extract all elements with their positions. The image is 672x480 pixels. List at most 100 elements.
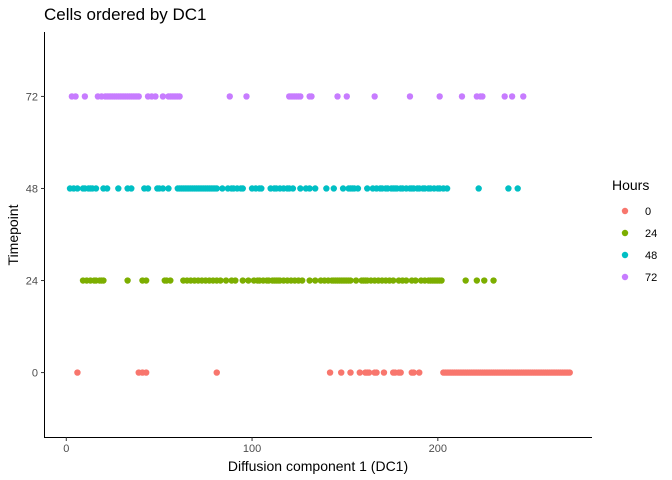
point-hours-72-55 <box>501 93 508 100</box>
point-hours-48-18 <box>159 185 167 192</box>
point-hours-0-7 <box>347 369 354 376</box>
point-hours-0-3 <box>142 369 150 376</box>
point-hours-48-52 <box>258 185 265 192</box>
legend-title: Hours <box>612 177 649 193</box>
point-hours-0-20 <box>410 369 417 376</box>
point-hours-72-50 <box>436 93 443 100</box>
point-hours-72-36 <box>243 93 250 100</box>
point-hours-0-6 <box>338 369 345 376</box>
point-hours-0-8 <box>356 369 363 376</box>
point-hours-0-90 <box>566 369 573 376</box>
x-tick-label-1: 100 <box>243 443 261 455</box>
point-hours-0-21 <box>416 369 423 376</box>
point-hours-72-26 <box>152 93 159 100</box>
point-hours-24-89 <box>438 277 445 284</box>
point-hours-48-2 <box>74 185 81 192</box>
point-hours-72-2 <box>81 93 89 100</box>
point-hours-0-14 <box>380 369 388 376</box>
legend-key-72 <box>621 273 629 281</box>
point-hours-72-27 <box>159 93 167 100</box>
point-hours-48-64 <box>312 185 319 192</box>
point-hours-24-46 <box>299 277 306 284</box>
point-hours-72-49 <box>406 93 414 100</box>
point-hours-0-0 <box>74 369 81 376</box>
point-hours-48-72 <box>354 185 362 192</box>
point-hours-24-47 <box>306 277 313 284</box>
x-tick-label-0: 0 <box>63 443 69 455</box>
y-axis-label: Timepoint <box>5 204 21 265</box>
x-axis-ticks: 0 100 200 <box>63 437 447 455</box>
point-hours-24-8 <box>124 277 131 284</box>
point-hours-48-100 <box>443 185 451 192</box>
point-hours-24-10 <box>142 277 150 284</box>
point-hours-48-8 <box>92 185 100 192</box>
point-hours-48-67 <box>339 185 347 192</box>
point-hours-24-63 <box>352 277 360 284</box>
point-hours-48-103 <box>514 185 521 192</box>
legend-key-0 <box>621 207 629 215</box>
legend-key-24 <box>621 229 629 237</box>
point-hours-48-15 <box>144 185 152 192</box>
point-hours-72-48 <box>371 93 378 100</box>
point-hours-72-46 <box>334 93 341 100</box>
point-hours-24-28 <box>239 277 246 284</box>
point-hours-72-51 <box>458 93 466 100</box>
point-hours-48-65 <box>323 185 330 192</box>
legend-label-24: 24 <box>645 228 657 240</box>
point-hours-0-5 <box>326 369 334 376</box>
point-hours-48-10 <box>103 185 111 192</box>
point-hours-24-48 <box>312 277 319 284</box>
y-tick-label-0: 0 <box>32 368 38 380</box>
point-hours-48-61 <box>297 185 304 192</box>
point-hours-48-42 <box>219 185 226 192</box>
point-hours-24-13 <box>167 277 174 284</box>
point-hours-24-91 <box>473 277 481 284</box>
x-tick-label-2: 200 <box>429 443 447 455</box>
point-hours-72-23 <box>135 93 142 100</box>
point-hours-48-102 <box>505 185 512 192</box>
point-hours-48-13 <box>128 185 135 192</box>
point-hours-72-56 <box>508 93 516 100</box>
point-hours-48-19 <box>165 185 172 192</box>
point-hours-72-1 <box>72 93 79 100</box>
point-hours-48-66 <box>330 185 337 192</box>
point-hours-48-63 <box>306 185 313 192</box>
point-hours-24-29 <box>245 277 252 284</box>
legend-label-48: 48 <box>645 250 657 262</box>
point-hours-24-77 <box>403 277 410 284</box>
point-hours-48-73 <box>364 185 371 192</box>
point-hours-48-11 <box>115 185 122 192</box>
y-tick-label-2: 48 <box>26 183 38 195</box>
legend: Hours 0 24 48 72 <box>612 177 657 284</box>
y-axis-ticks: 0 24 48 72 <box>26 91 45 380</box>
point-hours-0-13 <box>373 369 380 376</box>
point-hours-0-11 <box>365 369 373 376</box>
point-hours-24-62 <box>347 277 354 284</box>
point-hours-0-18 <box>397 369 404 376</box>
point-hours-48-48 <box>239 185 246 192</box>
point-hours-24-74 <box>390 277 397 284</box>
point-hours-24-7 <box>100 277 107 284</box>
point-hours-0-4 <box>213 369 220 376</box>
point-hours-48-60 <box>289 185 297 192</box>
point-hours-24-24 <box>217 277 224 284</box>
point-hours-72-54 <box>479 93 486 100</box>
point-hours-24-92 <box>481 277 488 284</box>
legend-label-72: 72 <box>645 272 657 284</box>
legend-key-48 <box>621 251 629 259</box>
point-hours-48-41 <box>213 185 220 192</box>
data-points <box>66 93 573 376</box>
point-hours-24-25 <box>222 277 230 284</box>
legend-label-0: 0 <box>645 206 651 218</box>
point-hours-24-79 <box>412 277 419 284</box>
y-tick-label-3: 72 <box>26 91 38 103</box>
point-hours-48-101 <box>475 185 482 192</box>
point-hours-72-34 <box>176 93 183 100</box>
x-axis-label: Diffusion component 1 (DC1) <box>228 458 408 474</box>
point-hours-72-35 <box>226 93 233 100</box>
point-hours-72-57 <box>520 93 527 100</box>
point-hours-24-93 <box>490 277 497 284</box>
chart-title: Cells ordered by DC1 <box>44 5 207 24</box>
y-tick-label-1: 24 <box>26 276 38 288</box>
